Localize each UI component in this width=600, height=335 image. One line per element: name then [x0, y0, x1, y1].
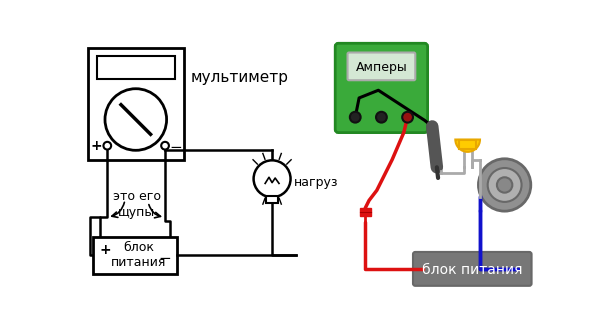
Circle shape	[103, 142, 111, 149]
Circle shape	[478, 159, 531, 211]
Text: −: −	[169, 140, 182, 155]
Text: +: +	[100, 244, 112, 257]
Text: Амперы: Амперы	[356, 61, 407, 74]
Text: +: +	[91, 139, 103, 153]
Text: нагруз: нагруз	[293, 176, 338, 189]
Text: блок
питания: блок питания	[111, 241, 167, 269]
FancyBboxPatch shape	[347, 53, 415, 80]
Bar	[94, 237, 176, 273]
Bar	[88, 48, 184, 159]
Bar	[266, 196, 278, 203]
Bar	[97, 56, 175, 79]
Text: мультиметр: мультиметр	[190, 70, 289, 85]
Circle shape	[254, 160, 290, 197]
Circle shape	[105, 89, 167, 150]
FancyBboxPatch shape	[335, 43, 428, 133]
Text: блок питания: блок питания	[422, 263, 523, 277]
Text: это его
щупы: это его щупы	[113, 190, 161, 219]
Polygon shape	[360, 208, 371, 216]
Circle shape	[497, 177, 512, 193]
Circle shape	[488, 168, 521, 202]
Circle shape	[376, 112, 387, 123]
Wedge shape	[455, 140, 480, 152]
Circle shape	[161, 142, 169, 149]
FancyBboxPatch shape	[413, 252, 532, 286]
Text: −: −	[158, 251, 170, 266]
Circle shape	[350, 112, 361, 123]
Bar	[459, 140, 476, 149]
Circle shape	[402, 112, 413, 123]
